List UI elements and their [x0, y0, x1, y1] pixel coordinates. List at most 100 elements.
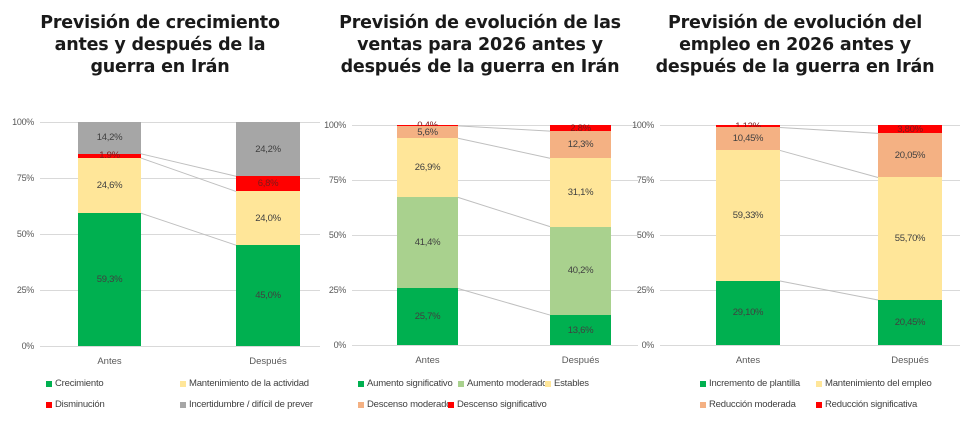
chart-title-line: después de la guerra en Irán	[655, 57, 935, 77]
gridline	[40, 178, 320, 179]
legend-label: Crecimiento	[55, 378, 104, 389]
gridline	[352, 235, 638, 236]
legend-item: Descenso moderado	[358, 399, 451, 410]
legend-swatch-icon	[816, 401, 822, 408]
y-tick-label: 0%	[21, 341, 35, 351]
bar-segment: 2,8%	[550, 123, 611, 134]
legend-label: Reducción moderada	[709, 399, 796, 410]
bar-segment: 3,80%	[878, 124, 942, 135]
y-tick-label: 75%	[16, 173, 34, 183]
bar-segment: 24,6%	[78, 158, 141, 214]
bar-segment: 31,1%	[550, 158, 611, 227]
bar-antes: 25,7%41,4%26,9%5,6%0,4%	[397, 120, 458, 345]
legend-label: Incertidumbre / difícil de prever	[189, 399, 313, 410]
y-tick-label: 100%	[324, 120, 346, 130]
plot-area: 0% 25% 50% 75% 100% 59,3% 24,6% 1,9% 14,2% Antes 4…	[12, 117, 320, 367]
legend-item: Aumento moderado	[458, 378, 547, 389]
series-connector-lines	[779, 126, 879, 301]
legend-item: Reducción moderada	[700, 399, 796, 410]
chart-title: Previsión de crecimiento antes y después …	[0, 12, 320, 78]
bar-segment: 20,45%	[878, 300, 942, 345]
bar-segment: 13,6%	[550, 315, 611, 345]
y-tick-label: 75%	[636, 175, 654, 185]
legend-item: Mantenimiento de la actividad	[180, 378, 309, 389]
bar-segment: 0,4%	[397, 120, 458, 131]
gridline	[660, 235, 960, 236]
x-axis-label: Antes	[415, 355, 440, 366]
legend-item: Aumento significativo	[358, 378, 453, 389]
chart-title-line: guerra en Irán	[90, 57, 230, 77]
legend-swatch-icon	[46, 380, 52, 387]
legend-item: Reducción significativa	[816, 399, 917, 410]
legend-swatch-icon	[545, 380, 551, 387]
bar-antes: 29,10% 59,33% 10,45% 1,12%	[716, 121, 780, 345]
x-axis-label: Antes	[735, 355, 761, 366]
y-tick-label: 0%	[641, 340, 655, 350]
gridline	[352, 125, 638, 126]
bar-segment: 25,7%	[397, 288, 458, 345]
bar-segment: 41,4%	[397, 197, 458, 289]
chart-title-line: antes y después de la	[54, 35, 266, 55]
gridline	[352, 180, 638, 181]
legend-swatch-icon	[816, 380, 822, 387]
gridline	[40, 122, 320, 123]
bar-segment: 20,05%	[878, 133, 942, 178]
legend-swatch-icon	[180, 401, 186, 408]
y-tick-label: 0%	[333, 340, 347, 350]
bar-segment: 29,10%	[716, 280, 780, 345]
y-tick-label: 50%	[328, 230, 346, 240]
legend-item: Estables	[545, 378, 589, 389]
legend-swatch-icon	[358, 380, 364, 387]
legend-swatch-icon	[46, 401, 52, 408]
legend-item: Incremento de plantilla	[700, 378, 800, 389]
chart-title-line: empleo en 2026 antes y	[679, 35, 911, 55]
legend-swatch-icon	[458, 380, 464, 387]
chart-title: Previsión de evolución de las ventas para…	[320, 12, 640, 78]
gridline	[660, 345, 960, 346]
bar-segment: 12,3%	[550, 131, 611, 159]
plot-area: 0% 25% 50% 75% 100% 29,10% 59,33% 10,45% 1,12% An…	[632, 120, 960, 366]
legend-label: Incremento de plantilla	[709, 378, 800, 389]
bar-segment: 40,2%	[550, 226, 611, 316]
bar-despus: 13,6% 40,2% 31,1% 12,3% 2,8%	[550, 123, 611, 345]
chart-title-line: ventas para 2026 antes y	[357, 35, 603, 55]
bar-despus: 45,0% 24,0% 6,8% 24,2%	[236, 122, 300, 346]
gridline	[660, 290, 960, 291]
bar-segment: 26,9%	[397, 138, 458, 198]
gridline	[660, 125, 960, 126]
bar-segment: 1,12%	[716, 121, 780, 132]
legend-swatch-icon	[448, 401, 454, 408]
legend-label: Mantenimiento de la actividad	[189, 378, 309, 389]
legend-item: Descenso significativo	[448, 399, 547, 410]
y-tick-label: 75%	[328, 175, 346, 185]
gridline	[660, 180, 960, 181]
bar-segment: 10,45%	[716, 127, 780, 151]
bar-segment: 1,9%	[78, 150, 141, 161]
series-connector-lines	[457, 125, 551, 316]
y-tick-label: 50%	[636, 230, 654, 240]
legend-swatch-icon	[700, 380, 706, 387]
chart-panel-3: Previsión de evolución del empleo en 2026…	[630, 0, 960, 421]
chart-title-line: Previsión de crecimiento	[40, 13, 280, 33]
y-tick-label: 50%	[16, 229, 34, 239]
y-tick-label: 25%	[328, 285, 346, 295]
bar-segment: 6,8%	[236, 176, 300, 192]
bar-segment: 24,2%	[236, 122, 300, 177]
legend-label: Descenso moderado	[367, 399, 452, 410]
bar-segment: 14,2%	[78, 122, 141, 154]
legend-item: Incertidumbre / difícil de prever	[180, 399, 313, 410]
bar-segment: 24,0%	[236, 191, 300, 246]
gridline	[40, 234, 320, 235]
legend-label: Disminución	[55, 399, 105, 410]
gridline	[352, 345, 638, 346]
legend-label: Aumento significativo	[367, 378, 453, 389]
legend-label: Descenso significativo	[457, 399, 547, 410]
gridline	[40, 290, 320, 291]
bar-segment: 55,70%	[878, 177, 942, 301]
bar-segment: 59,33%	[716, 150, 780, 281]
legend-item: Crecimiento	[46, 378, 104, 389]
gridline	[352, 290, 638, 291]
bar-segment: 5,6%	[397, 125, 458, 139]
y-tick-label: 100%	[12, 117, 34, 127]
bar-segment: 59,3%	[78, 213, 141, 346]
